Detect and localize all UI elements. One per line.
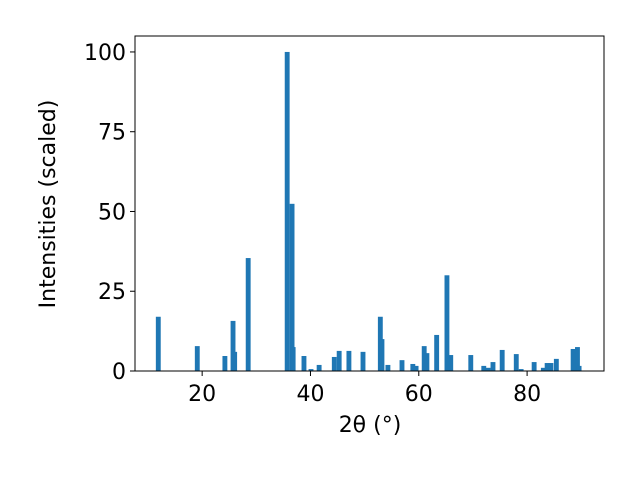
bar	[222, 356, 228, 371]
y-axis-label: Intensities (scaled)	[36, 100, 61, 309]
bar	[485, 367, 491, 371]
bar	[385, 364, 391, 371]
bar	[289, 203, 295, 371]
bar	[576, 365, 582, 371]
bar	[360, 351, 366, 371]
bar	[481, 365, 487, 371]
bar	[553, 358, 559, 371]
bar	[548, 363, 554, 371]
bar	[575, 347, 580, 371]
y-tick-label: 25	[98, 280, 126, 305]
bar	[413, 365, 419, 371]
bar	[284, 51, 290, 371]
bar	[346, 350, 352, 371]
y-tick-label: 75	[98, 121, 126, 146]
bar	[444, 275, 450, 371]
y-tick-label: 0	[112, 360, 126, 385]
bar	[194, 346, 200, 371]
bar	[531, 362, 537, 371]
bar	[379, 339, 385, 371]
bar	[499, 349, 505, 371]
bar	[308, 369, 314, 371]
bar	[290, 347, 296, 371]
bar	[468, 355, 474, 371]
bar	[544, 363, 550, 371]
bar	[518, 369, 524, 371]
x-tick-label: 80	[513, 382, 541, 407]
bar	[230, 320, 236, 371]
bar	[410, 363, 416, 371]
y-tick-label: 50	[98, 200, 126, 225]
x-tick-label: 20	[188, 382, 216, 407]
x-tick-label: 40	[296, 382, 324, 407]
bar	[570, 348, 576, 371]
y-tick-label: 100	[84, 41, 126, 66]
bar	[155, 316, 161, 371]
bar	[421, 346, 427, 371]
bar	[424, 353, 430, 371]
bar	[232, 351, 238, 371]
bar	[448, 355, 454, 371]
x-axis-label: 2θ (°)	[339, 413, 402, 438]
bar	[490, 362, 496, 371]
bar	[245, 258, 251, 371]
bar	[434, 334, 440, 371]
bar	[399, 360, 405, 371]
bar	[336, 350, 342, 371]
bar	[301, 356, 307, 371]
x-tick-label: 60	[405, 382, 433, 407]
bar	[316, 364, 322, 371]
bar	[540, 367, 546, 371]
bar	[331, 356, 337, 371]
bar	[513, 354, 519, 371]
plot-frame	[134, 35, 605, 372]
